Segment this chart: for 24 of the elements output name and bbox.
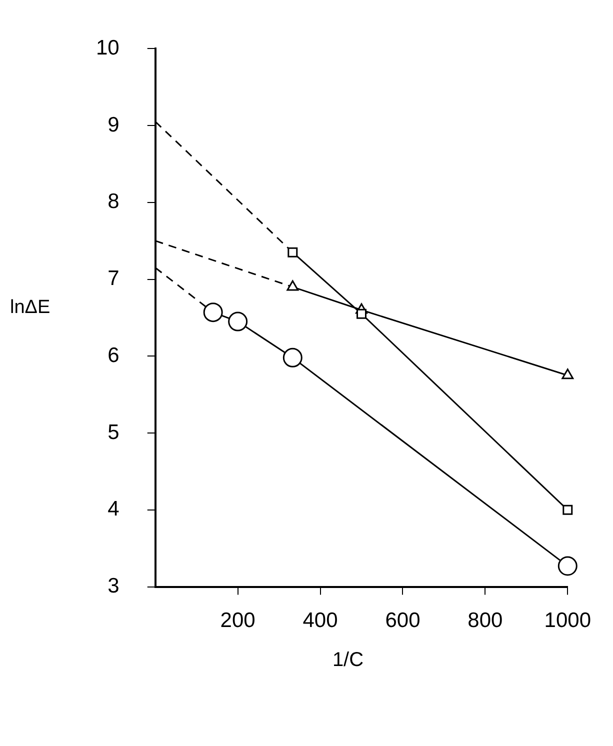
x-axis-title: 1/C: [331, 648, 365, 672]
point: [288, 247, 298, 258]
x-tick-label: 600: [385, 609, 420, 632]
point: [562, 504, 573, 515]
point: [558, 556, 578, 576]
y-tick-label: 5: [108, 420, 120, 444]
x-tick-label: 400: [302, 609, 338, 632]
point: [286, 280, 299, 291]
point: [282, 348, 302, 368]
x-tick-label: 1000: [544, 609, 591, 632]
y-tick-label: 3: [108, 574, 120, 598]
y-axis-title: lnΔE: [10, 296, 50, 318]
y-tick-label: 8: [108, 190, 120, 214]
y-tick-label: 6: [108, 344, 120, 367]
x-tick-label: 800: [468, 609, 503, 632]
x-tick-label: 200: [220, 609, 256, 632]
point: [203, 302, 223, 322]
y-tick-label: 9: [108, 113, 120, 136]
point: [228, 312, 248, 332]
point: [356, 308, 366, 319]
y-tick-label: 4: [108, 498, 120, 521]
y-tick-label: 10: [96, 36, 120, 60]
y-tick-label: 7: [108, 267, 120, 290]
point: [562, 368, 574, 380]
